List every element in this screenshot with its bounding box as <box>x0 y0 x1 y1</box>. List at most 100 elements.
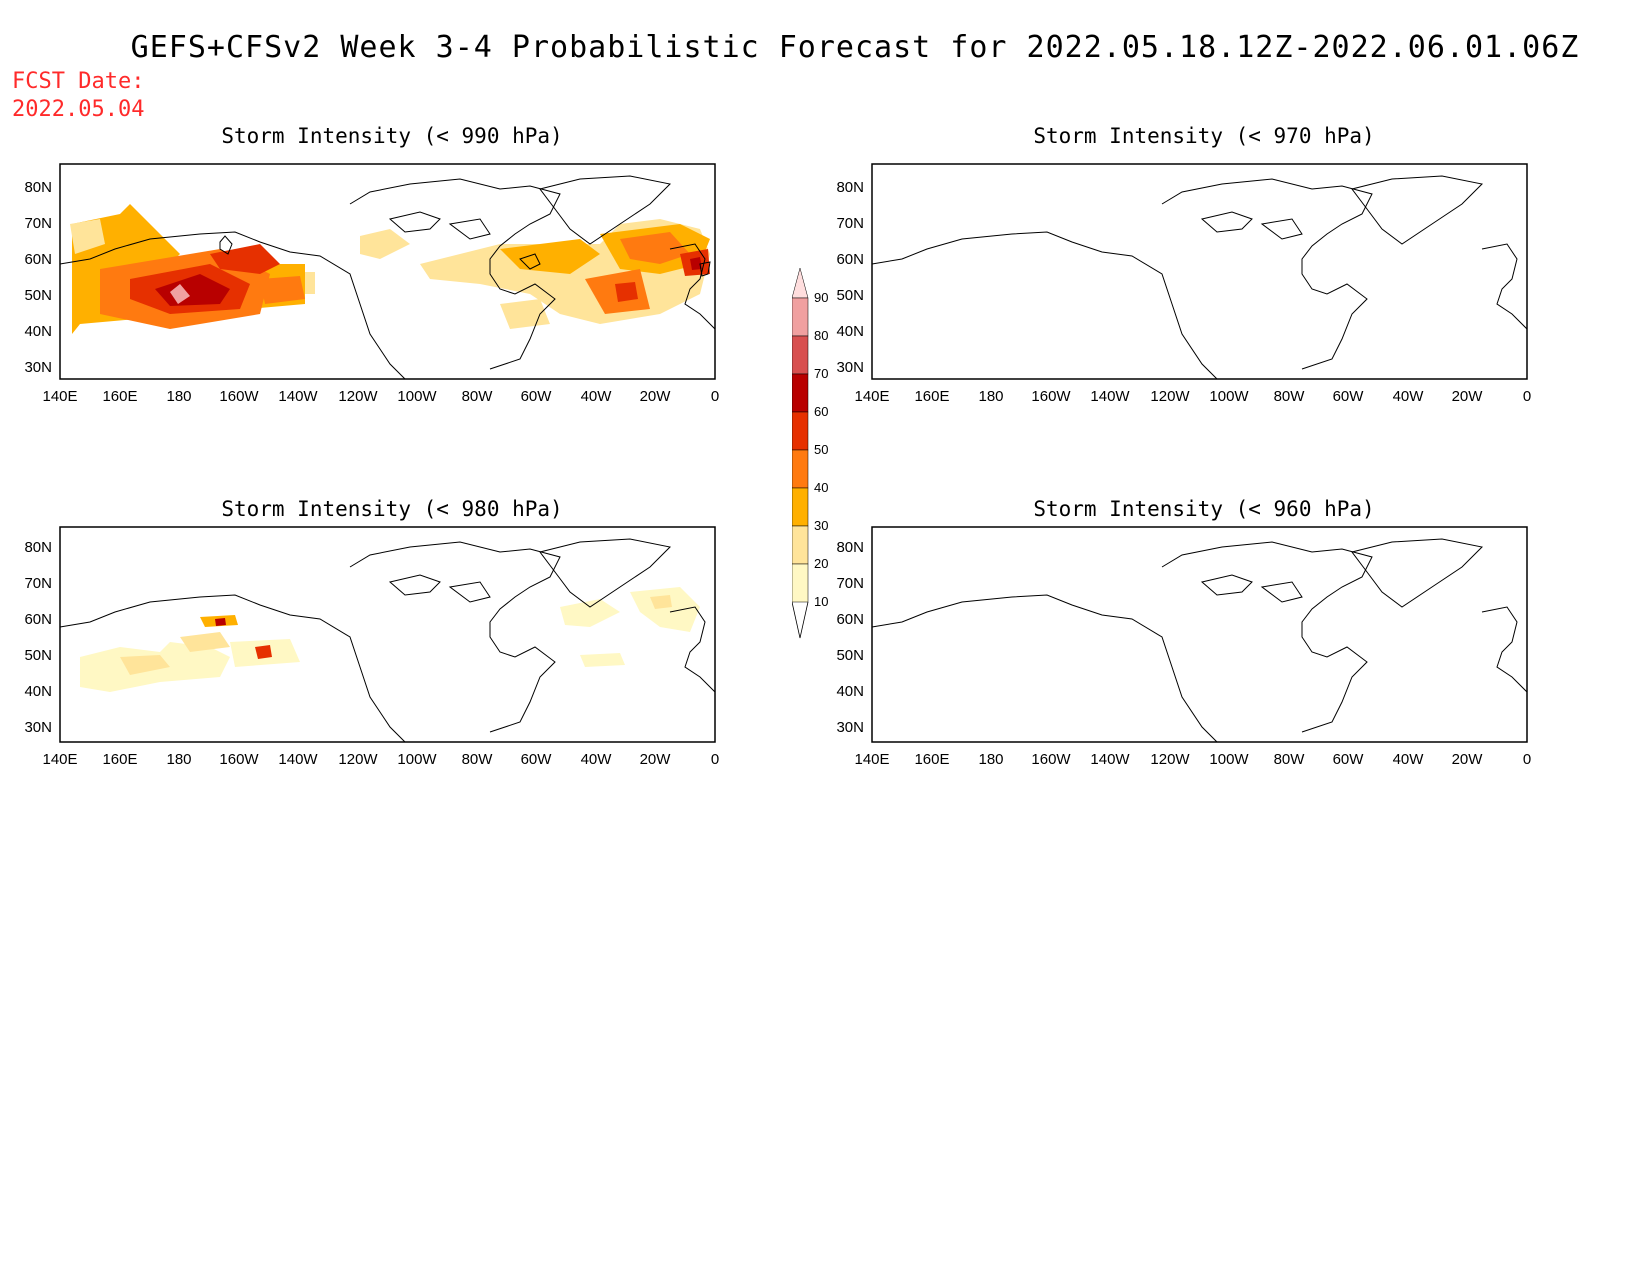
colorbar-top-arrow <box>792 268 809 299</box>
lon-tick: 160W <box>219 388 259 405</box>
lon-tick: 180 <box>978 751 1003 768</box>
colorbar-label: 30 <box>814 518 828 533</box>
lon-tick: 120W <box>1150 751 1190 768</box>
lat-tick: 40N <box>836 323 864 340</box>
map-980: 80N 70N 60N 50N 40N 30N 140E 160E 180 16… <box>24 526 719 768</box>
panel-title: Storm Intensity (< 960 hPa) <box>1033 497 1375 521</box>
lon-tick: 140W <box>1090 751 1130 768</box>
colorbar-swatch <box>792 411 809 451</box>
coastlines <box>59 538 716 743</box>
panel-title: Storm Intensity (< 970 hPa) <box>1033 124 1375 148</box>
colorbar-label: 20 <box>814 556 828 571</box>
panel-970: Storm Intensity (< 970 hPa) 80N 70N 60N … <box>812 124 1572 424</box>
lon-tick: 160E <box>914 751 949 768</box>
lat-tick: 30N <box>836 359 864 376</box>
lat-tick: 80N <box>836 179 864 196</box>
lon-tick: 180 <box>166 751 191 768</box>
colorbar-swatch <box>792 449 809 489</box>
map-frame <box>59 526 716 743</box>
colorbar-swatches <box>792 268 809 639</box>
lon-tick: 20W <box>1452 751 1484 768</box>
lon-tick: 20W <box>640 388 672 405</box>
lon-tick: 40W <box>1393 388 1425 405</box>
colorbar-labels: 10 20 30 40 50 60 70 80 90 <box>814 290 828 609</box>
lon-tick: 160W <box>1031 751 1071 768</box>
lon-tick: 40W <box>1393 751 1425 768</box>
map-frame <box>59 163 716 380</box>
lat-tick: 50N <box>24 287 52 304</box>
lon-tick: 140W <box>1090 388 1130 405</box>
lat-tick: 60N <box>836 611 864 628</box>
lon-tick: 160E <box>102 388 137 405</box>
lon-tick: 80W <box>462 751 494 768</box>
lon-tick: 100W <box>1209 388 1249 405</box>
colorbar-label: 60 <box>814 404 828 419</box>
colorbar: 10 20 30 40 50 60 70 80 90 <box>792 268 828 639</box>
lon-tick: 0 <box>1523 388 1531 405</box>
lon-tick: 160W <box>1031 388 1071 405</box>
lat-tick: 30N <box>836 719 864 736</box>
colorbar-swatch <box>792 335 809 375</box>
lat-tick: 50N <box>24 647 52 664</box>
lon-tick: 160E <box>914 388 949 405</box>
coastlines <box>59 175 716 380</box>
lon-tick: 80W <box>1274 388 1306 405</box>
lat-tick: 30N <box>24 359 52 376</box>
lat-tick: 60N <box>24 611 52 628</box>
lon-tick: 60W <box>1333 751 1365 768</box>
colorbar-label: 90 <box>814 290 828 305</box>
colorbar-label: 80 <box>814 328 828 343</box>
probability-shading <box>80 587 700 692</box>
lon-tick: 100W <box>397 751 437 768</box>
lat-tick: 70N <box>836 575 864 592</box>
lon-tick: 140E <box>854 388 889 405</box>
lat-tick: 50N <box>836 647 864 664</box>
lon-tick: 160E <box>102 751 137 768</box>
lon-tick: 100W <box>397 388 437 405</box>
lon-tick: 180 <box>166 388 191 405</box>
lon-tick: 100W <box>1209 751 1249 768</box>
lat-tick: 30N <box>24 719 52 736</box>
lon-tick: 140W <box>278 388 318 405</box>
colorbar-label: 70 <box>814 366 828 381</box>
fcst-date-value: 2022.05.04 <box>12 97 145 122</box>
map-990: 80N 70N 60N 50N 40N 30N 140E 160E 180 16… <box>24 163 719 405</box>
colorbar-bottom-arrow <box>792 601 809 639</box>
lat-tick: 70N <box>24 215 52 232</box>
lon-tick: 120W <box>338 388 378 405</box>
lon-tick: 60W <box>521 751 553 768</box>
lon-tick: 60W <box>1333 388 1365 405</box>
lon-tick: 140E <box>42 751 77 768</box>
map-frame <box>871 526 1528 743</box>
lon-tick: 140E <box>42 388 77 405</box>
lon-tick: 140E <box>854 751 889 768</box>
lon-tick: 40W <box>581 388 613 405</box>
lon-tick: 120W <box>338 751 378 768</box>
lon-tick: 140W <box>278 751 318 768</box>
lat-tick: 40N <box>24 323 52 340</box>
colorbar-label: 10 <box>814 594 828 609</box>
lat-tick: 40N <box>836 683 864 700</box>
lat-tick: 80N <box>24 539 52 556</box>
lat-tick: 80N <box>836 539 864 556</box>
panel-960: Storm Intensity (< 960 hPa) 80N 70N 60N … <box>812 497 1572 797</box>
lon-tick: 0 <box>1523 751 1531 768</box>
lat-tick: 60N <box>24 251 52 268</box>
coastlines <box>871 175 1528 380</box>
lon-tick: 180 <box>978 388 1003 405</box>
colorbar-label: 40 <box>814 480 828 495</box>
forecast-date-label: FCST Date: 2022.05.04 <box>12 68 144 124</box>
colorbar-swatch <box>792 563 809 603</box>
lon-tick: 0 <box>711 751 719 768</box>
panel-title: Storm Intensity (< 990 hPa) <box>221 124 563 148</box>
map-frame <box>871 163 1528 380</box>
colorbar-swatch <box>792 297 809 337</box>
fcst-date-caption: FCST Date: <box>12 69 145 94</box>
lon-tick: 160W <box>219 751 259 768</box>
lat-tick: 70N <box>24 575 52 592</box>
colorbar-swatch <box>792 487 809 527</box>
lat-tick: 80N <box>24 179 52 196</box>
lat-tick: 60N <box>836 251 864 268</box>
lat-tick: 50N <box>836 287 864 304</box>
colorbar-swatch <box>792 373 809 413</box>
